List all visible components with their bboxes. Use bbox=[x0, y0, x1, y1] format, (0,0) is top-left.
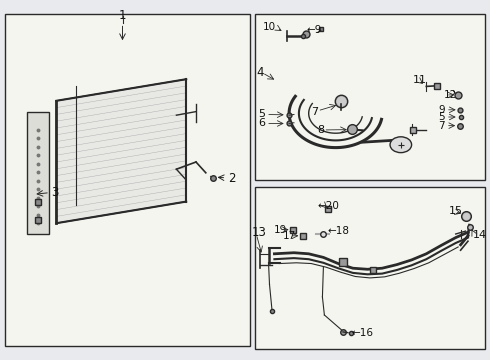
Text: 10: 10 bbox=[263, 22, 276, 32]
Text: 17: 17 bbox=[283, 231, 296, 241]
Text: ←18: ←18 bbox=[327, 226, 349, 236]
Text: 9: 9 bbox=[438, 105, 445, 115]
Bar bbox=[5, 14, 250, 346]
Text: 5: 5 bbox=[258, 109, 265, 120]
Text: 1: 1 bbox=[119, 9, 126, 22]
Bar bbox=[27, 112, 49, 234]
Circle shape bbox=[390, 137, 412, 153]
Text: 14: 14 bbox=[472, 230, 487, 240]
Text: 11: 11 bbox=[413, 75, 427, 85]
Text: 6: 6 bbox=[258, 118, 265, 129]
Bar bbox=[255, 187, 485, 349]
Text: 15: 15 bbox=[449, 206, 463, 216]
Text: 19: 19 bbox=[273, 225, 287, 235]
Polygon shape bbox=[56, 79, 186, 223]
Text: ←16: ←16 bbox=[352, 328, 374, 338]
Text: 3: 3 bbox=[51, 186, 59, 199]
Text: 8: 8 bbox=[318, 125, 325, 135]
Text: ←9: ←9 bbox=[306, 24, 321, 35]
Bar bbox=[255, 14, 485, 180]
Text: 7: 7 bbox=[438, 121, 445, 131]
Text: 13: 13 bbox=[251, 226, 266, 239]
Text: ←20: ←20 bbox=[318, 201, 340, 211]
Text: 4: 4 bbox=[256, 66, 264, 78]
Text: 12: 12 bbox=[443, 90, 457, 100]
Text: 2: 2 bbox=[228, 172, 235, 185]
Text: 5: 5 bbox=[438, 112, 445, 122]
Text: 7: 7 bbox=[311, 107, 318, 117]
